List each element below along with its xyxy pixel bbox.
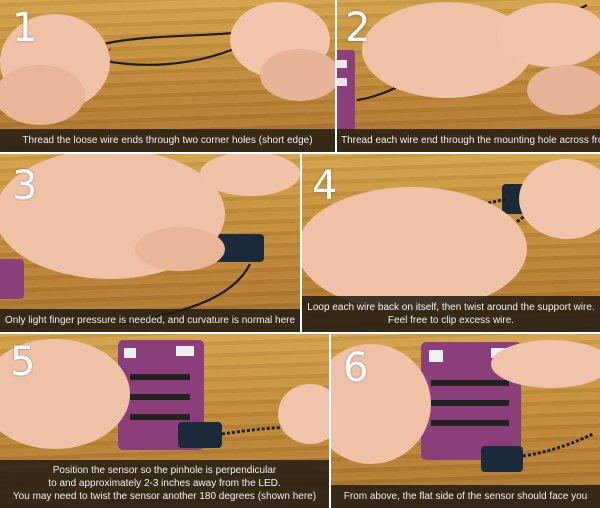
step-caption: Only light finger pressure is needed, an…	[0, 309, 300, 332]
step-panel-4: 4 Loop each wire back on itself, then tw…	[302, 154, 600, 332]
step-panel-1: 1 Thread the loose wire ends through two…	[0, 0, 335, 152]
step-number: 1	[12, 5, 38, 51]
step-panel-2: 2 Thread each wire end through the mount…	[337, 0, 600, 152]
step-2-photo	[337, 2, 600, 130]
caption-line: Loop each wire back on itself, then twis…	[307, 302, 595, 313]
caption-line: Only light finger pressure is needed, an…	[4, 315, 296, 326]
step-caption: From above, the flat side of the sensor …	[331, 485, 600, 508]
step-3-photo	[0, 154, 300, 326]
caption-line: to and approximately 2-3 inches away fro…	[48, 478, 281, 489]
step-number: 5	[10, 339, 36, 385]
step-number: 4	[312, 163, 338, 209]
caption-line: Position the sensor so the pinhole is pe…	[52, 465, 277, 476]
step-panel-6: 6 From above, the flat side of the senso…	[331, 334, 600, 508]
step-6-photo	[331, 340, 600, 472]
step-caption: Loop each wire back on itself, then twis…	[302, 296, 600, 332]
step-number: 6	[343, 345, 369, 391]
step-caption: Thread each wire end through the mountin…	[337, 129, 600, 152]
caption-line: Thread each wire end through the mountin…	[341, 135, 600, 146]
caption-line: Feel free to clip excess wire.	[387, 315, 515, 326]
caption-line: You may need to twist the sensor another…	[12, 491, 317, 502]
step-number: 3	[12, 163, 38, 209]
step-5-photo	[0, 339, 329, 450]
caption-line: Thread the loose wire ends through two c…	[22, 135, 313, 146]
step-caption: Thread the loose wire ends through two c…	[0, 129, 335, 152]
step-caption: Position the sensor so the pinhole is pe…	[0, 460, 329, 508]
step-panel-5: 5 Position the sensor so the pinhole is …	[0, 334, 329, 508]
step-4-photo	[302, 159, 600, 311]
caption-line: From above, the flat side of the sensor …	[343, 491, 588, 502]
step-number: 2	[345, 5, 371, 51]
step-1-photo	[0, 2, 335, 125]
step-panel-3: 3 Only light finger pressure is needed, …	[0, 154, 300, 332]
